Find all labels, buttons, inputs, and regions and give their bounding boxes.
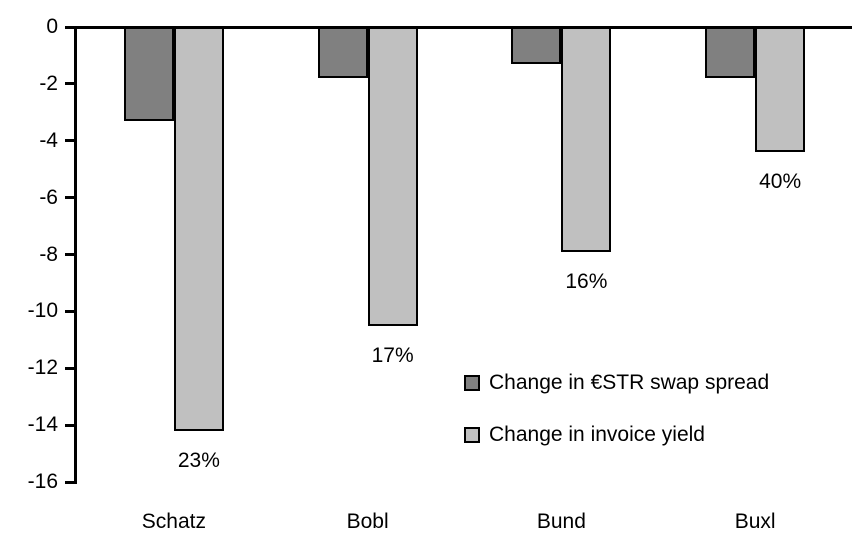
legend-label-invoice-yield: Change in invoice yield — [489, 423, 705, 446]
x-axis-category-label-bund: Bund — [536, 510, 586, 533]
bar-value-label-bund: 16% — [565, 269, 608, 293]
bar-swap-spread-bund — [511, 27, 562, 64]
x-axis-category-label-bobl: Bobl — [346, 510, 389, 533]
legend-swatch-invoice-yield-icon — [464, 427, 480, 443]
bar-swap-spread-bobl — [317, 27, 368, 79]
legend-label-swap-spread: Change in €STR swap spread — [489, 371, 770, 394]
y-axis-tick-label: -12 — [27, 356, 58, 380]
y-axis-tick — [65, 366, 77, 370]
y-axis-tick — [65, 196, 77, 200]
y-axis-tick-label: -14 — [27, 413, 58, 437]
y-axis-tick-label: -10 — [27, 299, 58, 323]
legend: Change in €STR swap spread Change in inv… — [464, 371, 769, 447]
bar-invoice-yield-bobl — [367, 27, 418, 326]
legend-item-swap-spread: Change in €STR swap spread — [464, 371, 769, 395]
y-axis-tick — [65, 423, 77, 427]
y-axis-tick-label: -2 — [39, 71, 58, 95]
y-axis-tick-label: -4 — [39, 128, 58, 152]
legend-swatch-swap-spread-icon — [464, 375, 480, 391]
bar-invoice-yield-schatz — [173, 27, 224, 431]
y-axis-tick — [65, 82, 77, 86]
bar-value-label-schatz: 23% — [177, 448, 220, 472]
y-axis-tick — [65, 309, 77, 313]
bar-swap-spread-buxl — [705, 27, 756, 79]
bar-invoice-yield-buxl — [755, 27, 806, 153]
y-axis-tick-label: -16 — [27, 470, 58, 494]
y-axis-tick — [65, 25, 77, 29]
y-axis-tick-label: -8 — [39, 242, 58, 266]
y-axis-tick-label: -6 — [39, 185, 58, 209]
bar-value-label-bobl: 17% — [371, 343, 414, 367]
y-axis-tick-label: 0 — [46, 15, 58, 38]
bar-value-label-buxl: 40% — [759, 170, 802, 194]
x-axis-category-label-buxl: Buxl — [734, 510, 776, 533]
x-axis-zero-line — [74, 26, 852, 29]
y-axis-tick — [65, 139, 77, 143]
legend-item-invoice-yield: Change in invoice yield — [464, 423, 769, 447]
y-axis-tick — [65, 480, 77, 484]
x-axis-category-label-schatz: Schatz — [141, 510, 206, 533]
bar-swap-spread-schatz — [123, 27, 174, 121]
bar-invoice-yield-bund — [561, 27, 612, 252]
y-axis-tick — [65, 253, 77, 257]
